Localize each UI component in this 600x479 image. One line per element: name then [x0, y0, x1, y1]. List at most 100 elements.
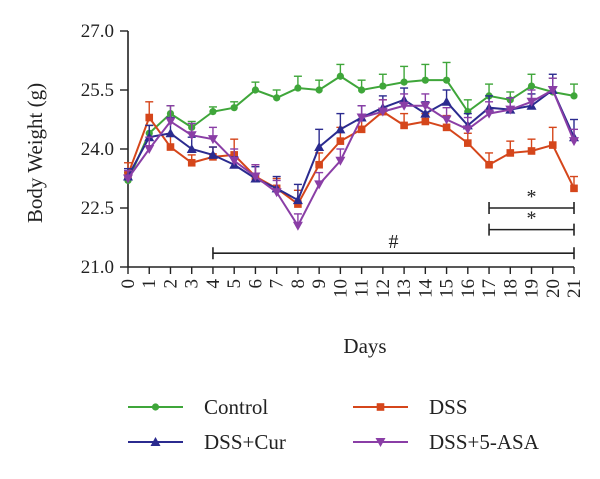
x-tick-label: 11 [352, 279, 373, 297]
dss-cur-data-point [314, 142, 325, 152]
y-tick-label: 25.5 [81, 80, 114, 101]
dss-5-asa-data-point [420, 101, 431, 111]
control-data-point [358, 86, 366, 94]
dss-5-asa-data-point [505, 105, 516, 115]
dss-data-point [442, 123, 451, 132]
dss-5-asa-data-point [314, 180, 325, 190]
dss-5-asa-data-point [207, 135, 218, 145]
dss-5-asa-data-point [271, 188, 282, 198]
x-tick-label: 6 [245, 279, 266, 289]
dss-data-point [400, 121, 408, 130]
dss-data-point [464, 139, 472, 147]
dss-cur-data-point [186, 144, 197, 153]
x-tick-label: 4 [203, 279, 224, 289]
x-tick-label: 16 [458, 279, 479, 298]
dss-5-asa-data-point [292, 221, 303, 231]
y-tick-label: 27.0 [81, 21, 114, 42]
dss-cur-data-point [441, 96, 452, 106]
x-tick-label: 19 [522, 279, 543, 298]
dss-5-asa-data-point [335, 156, 346, 166]
control-data-point [336, 72, 344, 80]
legend-label-dss-cur: DSS+Cur [204, 430, 286, 454]
control-data-point [400, 78, 408, 86]
significance-marker: * [527, 186, 537, 208]
control-data-point [570, 92, 578, 100]
x-tick-label: 8 [288, 279, 309, 289]
control-data-point [251, 86, 260, 94]
x-tick-label: 7 [267, 279, 288, 289]
y-axis-title: Body Weight (g) [23, 83, 47, 223]
dss-cur-data-point [292, 195, 303, 205]
x-tick-label: 12 [373, 279, 394, 298]
x-tick-label: 2 [160, 279, 181, 289]
dss-5-asa-data-point [123, 174, 133, 184]
legend-label-control: Control [204, 395, 268, 419]
dss-data-point [485, 160, 493, 169]
control-data-point [527, 82, 536, 90]
dss-data-point [145, 113, 154, 122]
x-axis-title: Days [343, 334, 386, 358]
dss-5-asa-data-point [229, 156, 240, 166]
x-tick-label: 5 [224, 279, 245, 289]
x-tick-label: 3 [182, 279, 203, 289]
legend-label-dss-5-asa: DSS+5-ASA [429, 430, 540, 454]
control-data-point [379, 82, 387, 90]
dss-data-point [506, 149, 515, 157]
dss-5-asa-data-point [569, 137, 579, 147]
dss-5-asa-data-point [484, 109, 495, 119]
x-tick-label: 18 [500, 279, 521, 298]
control-data-point [230, 104, 238, 112]
dss-5-asa-data-point [462, 125, 473, 135]
control-data-point [442, 76, 451, 84]
dss-5-asa-data-point [547, 86, 558, 95]
dss-cur-data-point [165, 128, 176, 138]
dss-data-point [357, 125, 366, 134]
control-data-point [421, 76, 429, 84]
dss-5-asa-data-point [377, 107, 388, 117]
x-tick-label: 15 [437, 279, 458, 298]
dss-5-asa-data-point [144, 145, 155, 154]
dss-cur-series-line [127, 88, 575, 202]
dss-cur-data-point [207, 149, 218, 159]
dss-data-point [527, 147, 536, 155]
dss-series-line [127, 110, 575, 206]
x-tick-label: 0 [118, 279, 139, 289]
dss-data-point [336, 137, 345, 145]
dss-data-point [166, 143, 175, 151]
control-series-line [127, 75, 575, 181]
dss-5-asa-data-point [399, 101, 410, 111]
dss-5-asa-data-point [526, 97, 537, 107]
control-data-point [209, 108, 217, 116]
dss-cur-data-point [335, 124, 346, 134]
x-tick-label: 14 [415, 279, 436, 299]
dss-5-asa-data-point [250, 172, 261, 182]
dss-data-point [315, 160, 323, 169]
x-tick-label: 20 [543, 279, 564, 298]
legend-marker-dss-cur [150, 437, 161, 446]
y-tick-label: 22.5 [81, 198, 114, 219]
plot-area: 21.022.524.025.527.00 1 2 3 4 5 6 7 8 9 10 11 12 13 14… [23, 21, 585, 358]
control-data-point [315, 86, 323, 94]
legend-marker-dss [376, 403, 385, 411]
dss-data-point [548, 141, 557, 149]
legend-label-dss: DSS [429, 395, 468, 419]
x-tick-label: 17 [479, 279, 500, 298]
dss-data-point [421, 117, 430, 126]
x-tick-label: 9 [309, 279, 330, 289]
x-tick-label: 13 [394, 279, 415, 298]
dss-cur-data-point [420, 108, 431, 118]
x-tick-label: 21 [564, 279, 585, 298]
dss-5-asa-data-point [186, 131, 197, 141]
y-tick-label: 24.0 [81, 139, 114, 160]
dss-5-asa-data-point [356, 113, 367, 123]
dss-5-asa-series-line [127, 88, 575, 228]
control-data-point [273, 94, 281, 102]
control-data-point [294, 84, 302, 92]
legend-marker-dss-5-asa [375, 438, 386, 447]
significance-marker: * [527, 208, 537, 230]
dss-data-point [187, 158, 196, 167]
x-tick-label: 10 [330, 279, 351, 298]
legend-marker-control [151, 403, 160, 411]
